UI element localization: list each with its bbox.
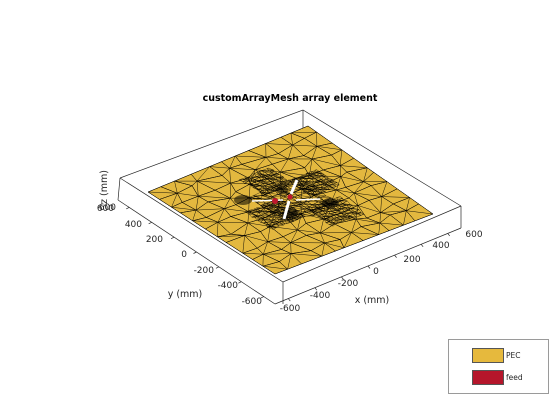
tick-mark (367, 265, 371, 269)
tick-mark (193, 251, 197, 254)
refined-mesh-region (276, 186, 288, 194)
legend-swatch-pec (472, 347, 504, 363)
y-tick-label: 400 (125, 220, 142, 230)
tick-mark (394, 254, 397, 258)
tick-mark (288, 298, 291, 302)
tick-mark (447, 233, 450, 237)
plot-title: customArrayMesh array element (203, 93, 378, 104)
z-axis-label: z (mm) (99, 170, 110, 204)
x-tick-labels: -600 -400 -200 0 200 400 600 (280, 230, 483, 314)
x-tick-label: 200 (403, 255, 420, 265)
x-tick-label: 600 (465, 230, 482, 240)
feed-point-left (272, 198, 278, 204)
tick-mark (215, 266, 220, 269)
dipole-arm-bottom (282, 200, 291, 220)
legend-item-pec: PEC (472, 346, 521, 364)
tick-mark (238, 281, 242, 284)
x-tick-label: -200 (338, 279, 359, 289)
dipole-arm-left (251, 199, 284, 202)
coarse-mesh (147, 125, 434, 275)
tick-mark (420, 244, 424, 248)
y-tick-label: -200 (194, 266, 215, 276)
dipole-arm-right (295, 198, 321, 201)
dipole-element (251, 179, 321, 220)
x-tick-label: 0 (373, 267, 379, 277)
y-axis-label: y (mm) (168, 289, 203, 300)
tick-mark (260, 296, 264, 299)
pec-plate (147, 125, 434, 275)
y-tick-label: 200 (146, 235, 163, 245)
x-tick-label: 400 (432, 241, 449, 251)
refined-mesh-region (322, 198, 338, 208)
y-tick-label: 600 (99, 203, 116, 213)
tick-marks (126, 207, 450, 302)
dipole-arm-top (289, 179, 299, 195)
tick-mark (126, 207, 130, 210)
y-tick-label: -400 (218, 281, 239, 291)
triangular-mesh (147, 125, 434, 275)
legend: PEC feed (448, 339, 549, 394)
legend-item-feed: feed (472, 368, 523, 386)
x-tick-label: -400 (310, 291, 331, 301)
legend-label-pec: PEC (506, 350, 521, 360)
refined-mesh-region (234, 195, 252, 205)
y-tick-label: 0 (181, 250, 187, 260)
feed-point-center (287, 194, 293, 200)
x-tick-label: -600 (280, 304, 301, 314)
tick-mark (148, 221, 152, 225)
y-tick-label: -600 (242, 297, 263, 307)
tick-mark (170, 236, 175, 239)
tick-mark (314, 287, 318, 291)
tick-mark (341, 276, 344, 280)
y-tick-labels: 600 400 200 0 -200 -400 -600 (99, 203, 262, 307)
x-axis-label: x (mm) (355, 295, 390, 306)
legend-label-feed: feed (506, 372, 523, 382)
z-tick-label: 600 (97, 204, 114, 214)
legend-swatch-feed (472, 369, 504, 385)
dense-mesh (238, 167, 365, 230)
box-top-left-edge (117, 177, 121, 201)
